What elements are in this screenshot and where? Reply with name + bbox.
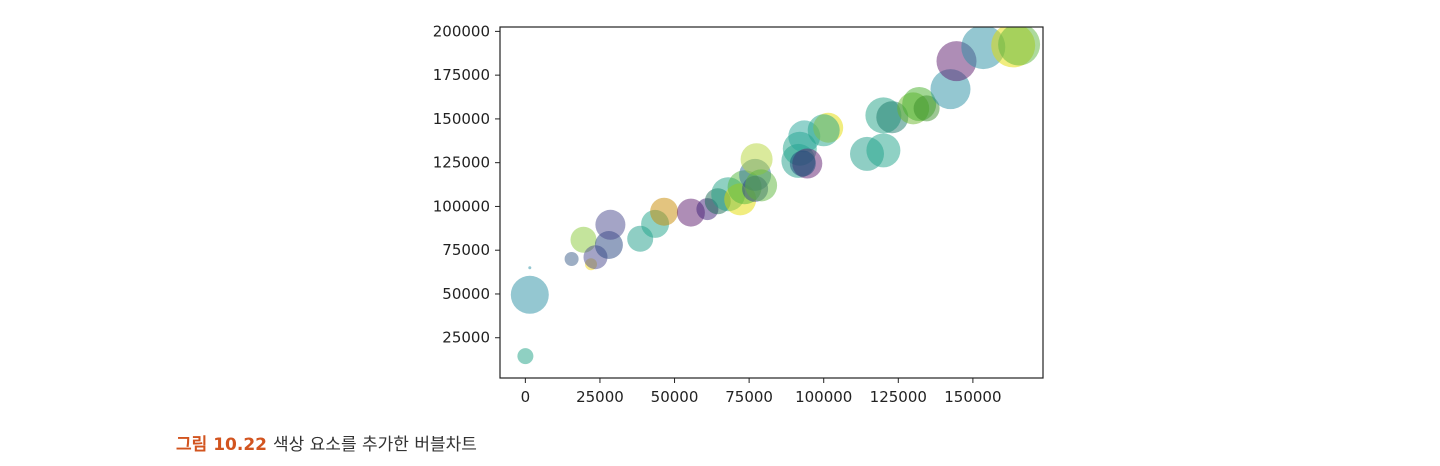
bubble-point xyxy=(650,197,679,226)
x-tick-label: 25000 xyxy=(576,388,624,406)
bubble-point xyxy=(866,133,901,168)
x-tick-label: 100000 xyxy=(795,388,852,406)
bubble-point xyxy=(595,209,626,240)
bubble-point xyxy=(517,348,534,365)
caption-text: 색상 요소를 추가한 버블차트 xyxy=(272,435,477,455)
bubble-point xyxy=(807,114,840,147)
bubble-point xyxy=(789,150,816,177)
y-tick-label: 75000 xyxy=(442,241,490,259)
y-tick-label: 50000 xyxy=(442,285,490,303)
y-axis: 25000 50000 75000 100000 125000 150000 175000 2… xyxy=(433,22,500,347)
x-tick-label: 50000 xyxy=(651,388,699,406)
figure-caption: 그림 10.22 색상 요소를 추가한 버블차트 xyxy=(176,430,477,455)
bubble-point xyxy=(570,226,597,253)
y-tick-label: 175000 xyxy=(433,66,490,84)
plot-frame xyxy=(499,26,1044,379)
x-axis: 0 25000 50000 75000 100000 125000 150000 xyxy=(521,378,1002,406)
bubble-series xyxy=(510,27,1041,365)
bubble-point xyxy=(528,266,532,270)
x-tick-label: 75000 xyxy=(725,388,773,406)
y-tick-label: 200000 xyxy=(433,22,490,40)
bubble-point xyxy=(998,27,1041,66)
figure-number: 그림 10.22 xyxy=(176,435,267,455)
bubble-point xyxy=(510,275,549,314)
x-tick-label: 125000 xyxy=(870,388,927,406)
y-tick-label: 125000 xyxy=(433,154,490,172)
y-tick-label: 25000 xyxy=(442,329,490,347)
x-tick-label: 0 xyxy=(521,388,531,406)
bubble-point xyxy=(745,169,778,202)
bubble-point xyxy=(740,143,773,176)
x-tick-label: 150000 xyxy=(944,388,1001,406)
y-tick-label: 100000 xyxy=(433,197,490,215)
bubble-point xyxy=(564,252,579,266)
bubble-point xyxy=(913,95,940,122)
y-tick-label: 150000 xyxy=(433,110,490,128)
